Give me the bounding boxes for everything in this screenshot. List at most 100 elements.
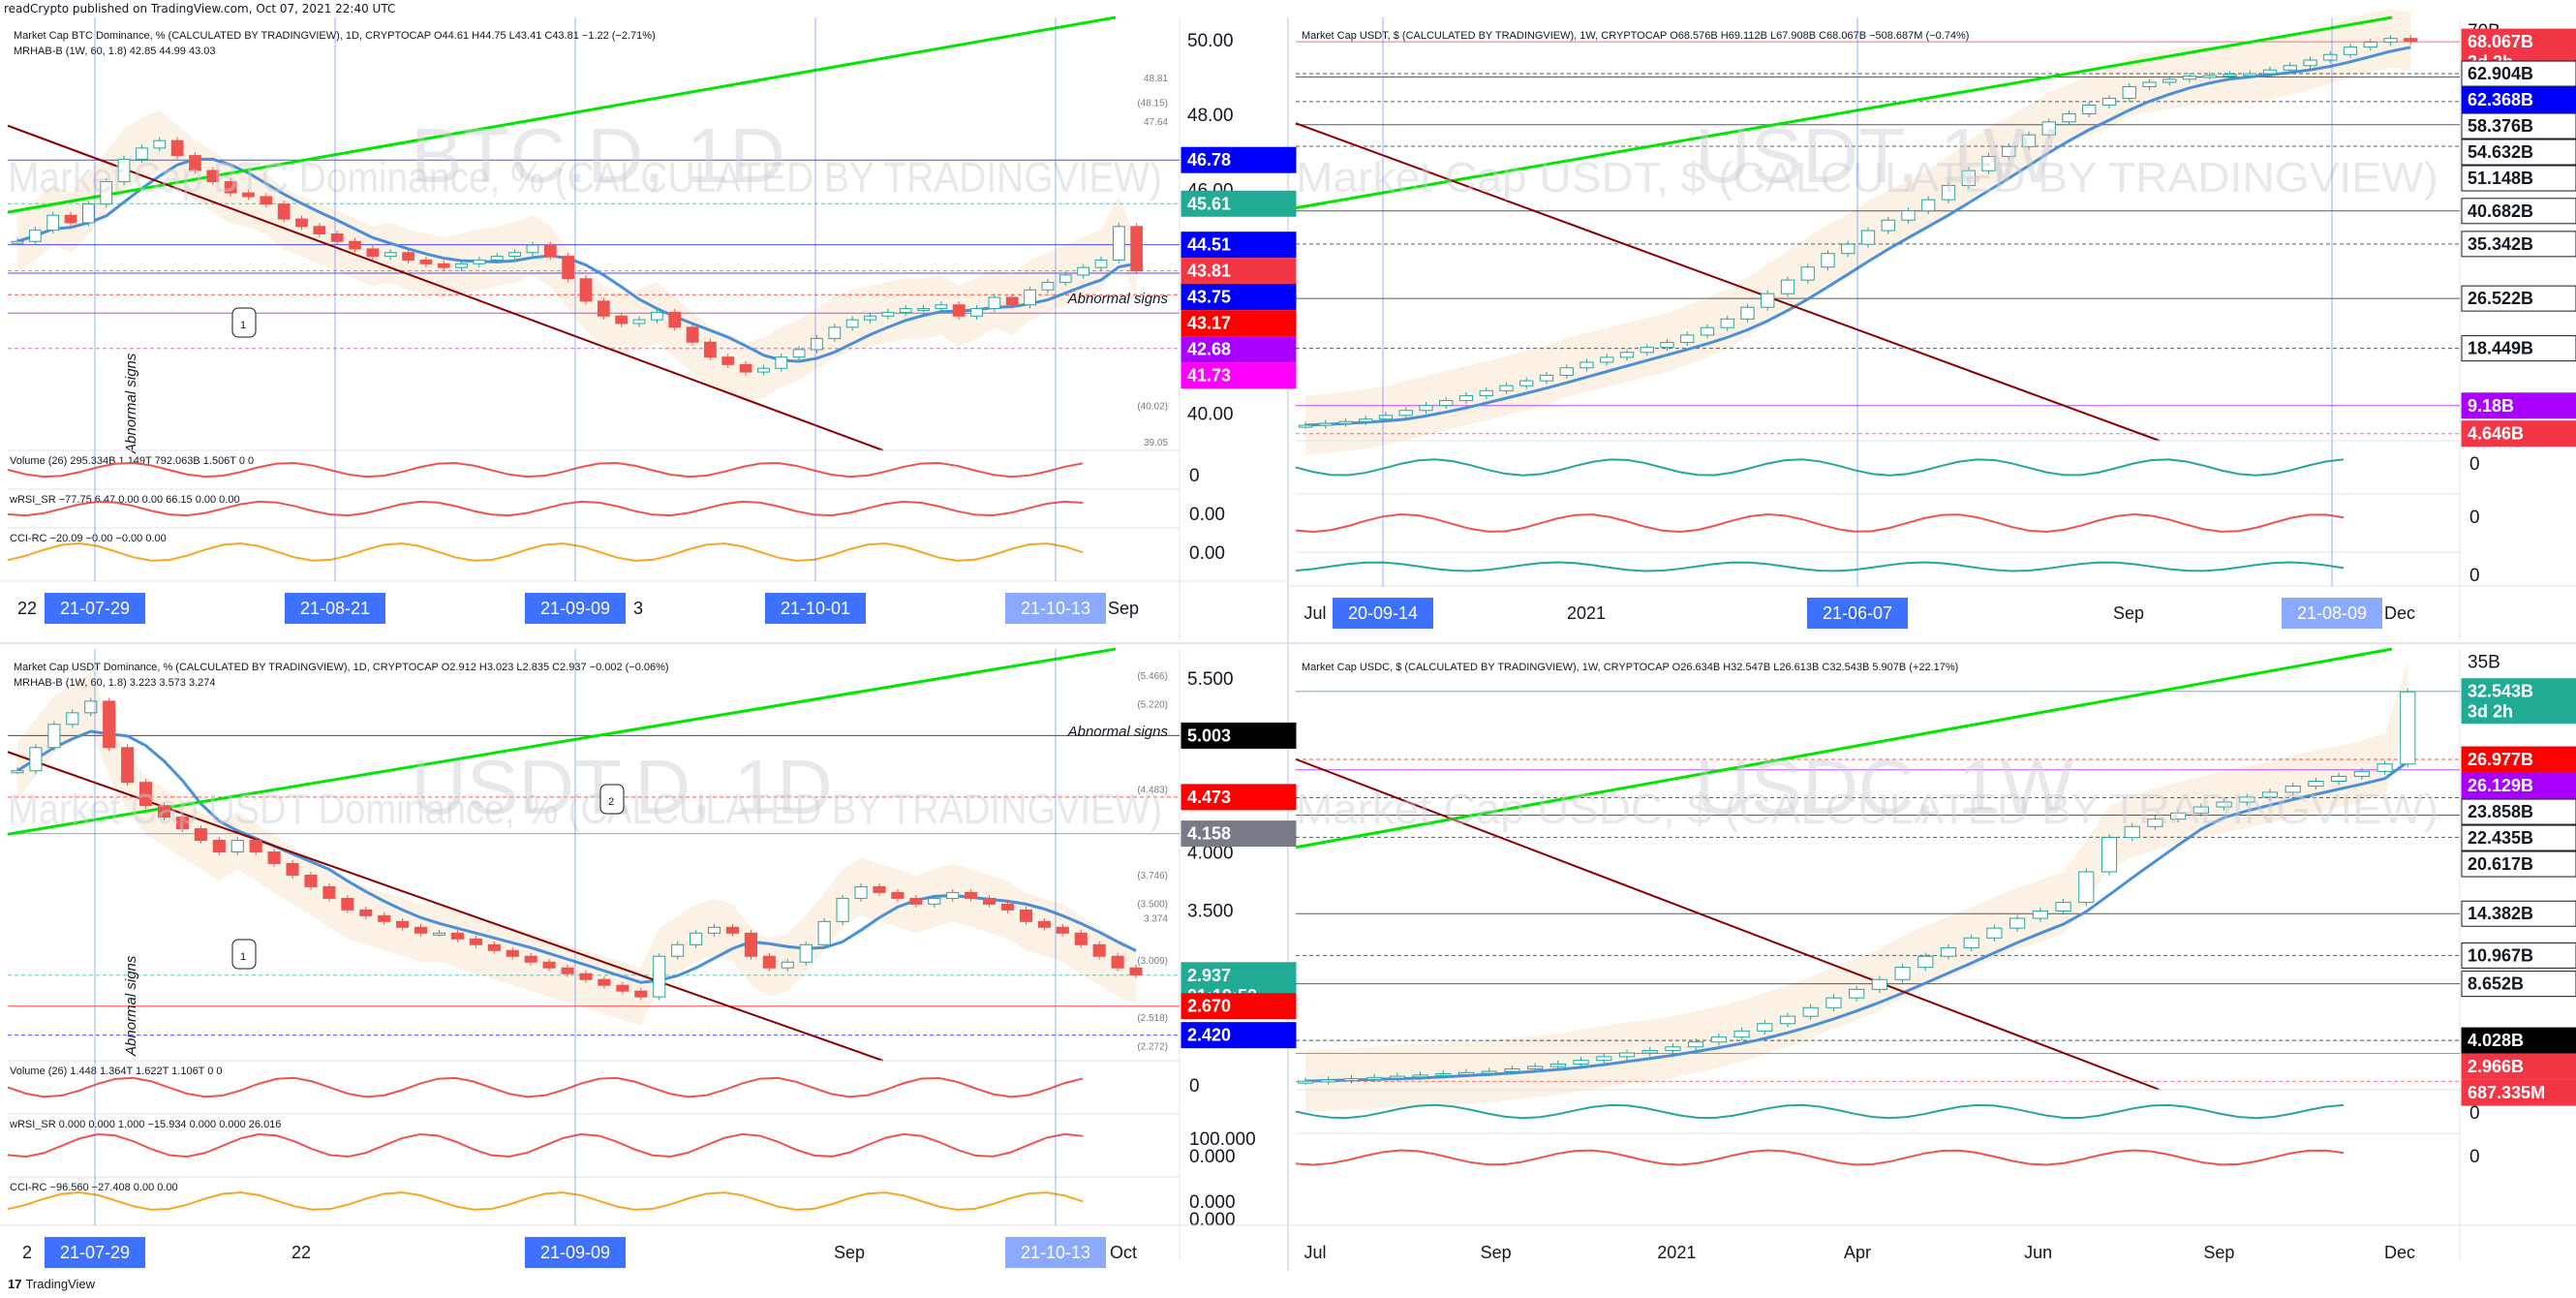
candle-body — [707, 926, 721, 934]
candle-body — [2308, 781, 2324, 788]
candle-body — [1860, 230, 1876, 245]
publish-header: readCrypto published on TradingView.com,… — [4, 2, 396, 15]
candle-body — [775, 356, 788, 369]
footer-brand-name[interactable]: TradingView — [25, 1277, 96, 1291]
candle-body — [396, 920, 410, 928]
price-tag: 26.977B — [2461, 746, 2576, 773]
price-tag-bg — [2461, 420, 2576, 448]
price-tag: 5.003 — [1181, 722, 1297, 749]
candle-body — [2283, 65, 2297, 71]
watermark-symbol: USDC, 1W — [1695, 744, 2074, 830]
candle-body — [224, 181, 237, 194]
price-tag-bg — [2461, 231, 2576, 258]
candle-body — [1641, 1050, 1658, 1054]
candle-body — [194, 828, 207, 842]
price-tag-bg — [1181, 820, 1297, 848]
candle-body — [1077, 266, 1089, 276]
candle-body — [799, 943, 813, 963]
candle-body — [383, 252, 397, 258]
candle-body — [1986, 927, 2003, 939]
watermark-symbol: USDT, 1W — [1695, 112, 2057, 199]
trendline-green — [1295, 647, 2393, 850]
candle-body — [28, 230, 42, 242]
x-tag-label: 21-10-01 — [781, 599, 850, 618]
candle-body — [450, 932, 465, 940]
callout-box — [231, 307, 257, 338]
candle-body — [419, 259, 433, 264]
subpane-zero-label: 0.000 — [1189, 1192, 1236, 1213]
price-tag-bg — [2461, 971, 2576, 998]
candle-body — [432, 932, 446, 936]
price-tag-bg — [1181, 310, 1297, 337]
candle-body — [561, 967, 574, 974]
candle-body — [11, 240, 24, 244]
annotation-abnormal-signs-vertical: Abnormal signs — [123, 353, 139, 454]
price-tag-value: 40.682B — [2468, 201, 2533, 221]
y-tick-label: 40.00 — [1187, 404, 1234, 424]
candle-body — [579, 973, 593, 980]
candle-body — [103, 700, 116, 749]
candle-body — [469, 938, 482, 945]
candle-body — [455, 263, 468, 268]
chart-title: Market Cap USDC, $ (CALCULATED BY TRADIN… — [1302, 662, 1958, 673]
candle-body — [1419, 405, 1433, 412]
x-tick-label: Sep — [1481, 1243, 1512, 1262]
x-tag-bg — [45, 1237, 145, 1268]
candle-body — [378, 914, 391, 922]
price-tag: 58.376B — [2461, 112, 2576, 139]
candle-body — [1733, 1030, 1750, 1038]
candle-body — [524, 955, 537, 963]
candle-body — [402, 252, 414, 261]
candle-body — [2041, 121, 2056, 136]
price-tag: 45.61 — [1181, 190, 1297, 217]
oscillator-line — [7, 500, 1084, 517]
x-tick-label: 2 — [22, 1243, 32, 1262]
level-label: 3.374 — [1144, 913, 1168, 924]
candle-body — [304, 874, 318, 887]
price-tag-bg — [2461, 850, 2576, 878]
candle-body — [1074, 932, 1088, 945]
chart-title: Market Cap BTC Dominance, % (CALCULATED … — [14, 30, 656, 42]
candle-body — [1389, 1075, 1405, 1079]
price-tag: 44.51 — [1181, 232, 1297, 259]
candle-body — [668, 311, 682, 328]
candle-body — [2323, 53, 2338, 61]
price-tag-value: 8.652B — [2468, 974, 2524, 994]
candle-body — [2343, 46, 2358, 55]
candle-body — [1019, 909, 1033, 922]
y-tick-label: 4.000 — [1187, 844, 1234, 864]
x-tag-label: 21-08-09 — [2297, 603, 2367, 623]
candle-body — [836, 897, 849, 922]
candle-body — [117, 158, 131, 183]
price-tag: 18.449B — [2461, 335, 2576, 362]
price-tag-bg — [1181, 1022, 1297, 1049]
candle-body — [1849, 988, 1865, 999]
candle-body — [2078, 871, 2095, 904]
candle-body — [2353, 770, 2370, 777]
annotation-abnormal-signs: Abnormal signs — [1067, 291, 1169, 307]
price-tag-value: 2.420 — [1187, 1026, 1231, 1045]
candle-body — [1298, 424, 1313, 428]
candle-body — [935, 304, 948, 310]
candle-body — [64, 214, 77, 224]
subpane-legend: CCI-RC −20.09 −0.00 −0.00 0.00 — [10, 533, 167, 544]
candle-body — [1821, 253, 1835, 268]
level-label: (3.009) — [1137, 956, 1168, 967]
subpane-legend: CCI-RC −96.560 −27.408 0.00 0.00 — [10, 1182, 178, 1193]
candle-body — [1539, 374, 1554, 382]
candle-body — [952, 304, 966, 317]
candle-body — [2363, 42, 2377, 48]
price-tag-value: 2.670 — [1187, 997, 1231, 1016]
candle-body — [873, 885, 886, 893]
candle-body — [1398, 410, 1413, 417]
candle-body — [2262, 69, 2278, 75]
candle-body — [1596, 1056, 1612, 1062]
callout-label: 2 — [608, 796, 614, 808]
candle-body — [437, 263, 450, 268]
candle-body — [313, 226, 326, 235]
x-tag-label: 21-10-13 — [1021, 1243, 1090, 1262]
x-tick-label: Sep — [2203, 1243, 2234, 1262]
price-tag-bg — [2461, 285, 2576, 312]
moving-average-line — [16, 157, 1137, 363]
